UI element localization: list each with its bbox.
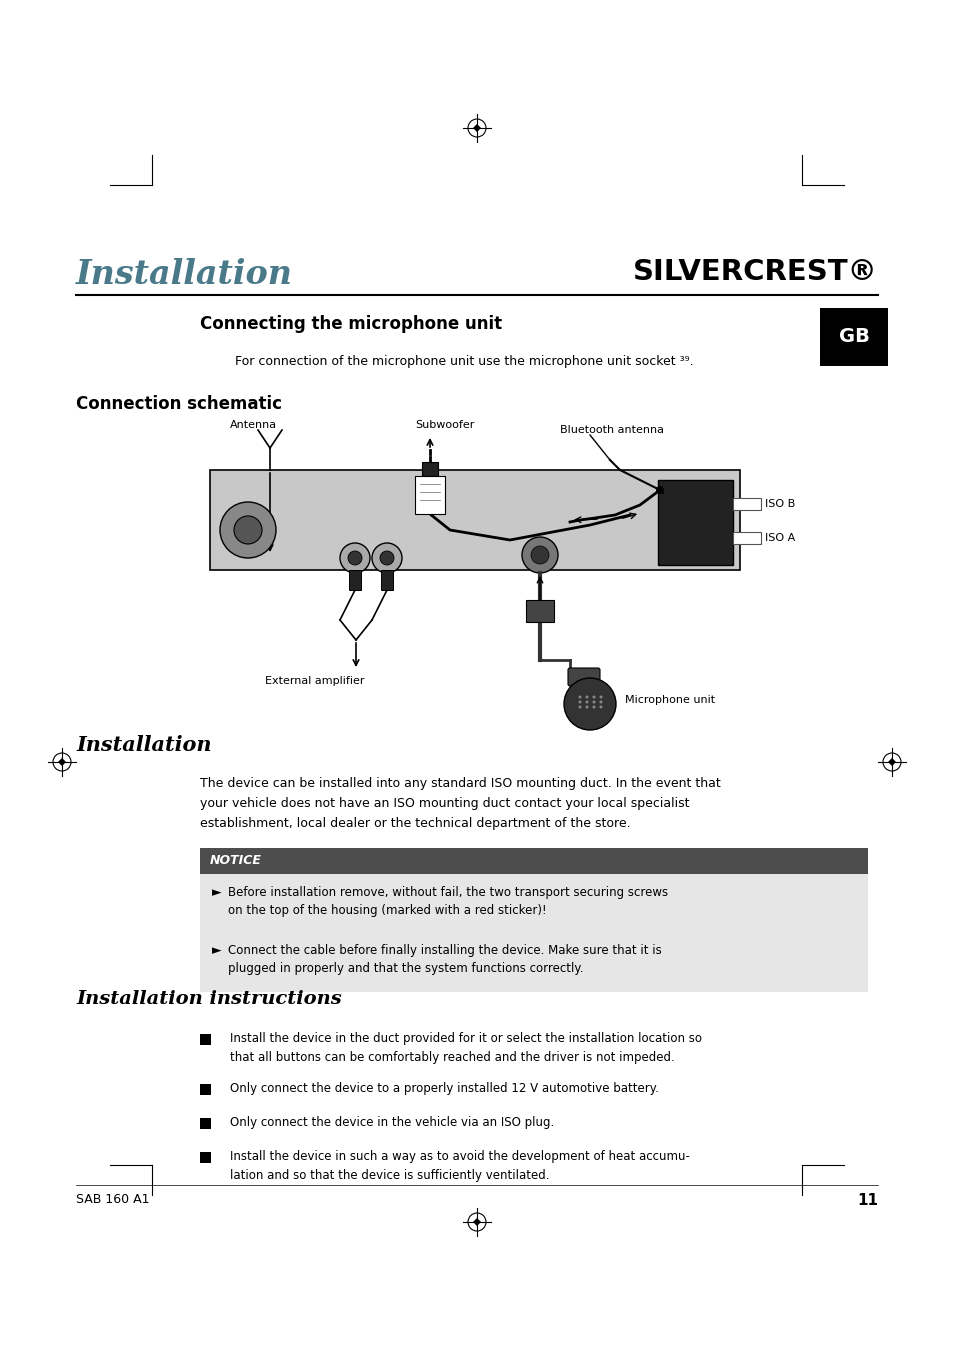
Bar	[349, 570, 360, 590]
Text: Microphone unit: Microphone unit	[624, 695, 715, 705]
Circle shape	[592, 695, 595, 698]
Text: External amplifier: External amplifier	[265, 676, 364, 686]
Text: The device can be installed into any standard ISO mounting duct. In the event th: The device can be installed into any sta…	[200, 778, 720, 830]
Circle shape	[592, 706, 595, 709]
Text: Connection schematic: Connection schematic	[76, 396, 282, 413]
Text: Installation: Installation	[76, 258, 293, 292]
Bar	[200, 1084, 211, 1095]
Text: Connect the cable before finally installing the device. Make sure that it is
plu: Connect the cable before finally install…	[228, 944, 661, 975]
Circle shape	[531, 545, 548, 564]
Text: 11: 11	[856, 1193, 877, 1208]
Text: GB: GB	[838, 328, 868, 347]
Text: Connecting the microphone unit: Connecting the microphone unit	[200, 315, 501, 333]
Text: Before installation remove, without fail, the two transport securing screws
on t: Before installation remove, without fail…	[228, 886, 667, 917]
Circle shape	[592, 701, 595, 703]
Text: Antenna: Antenna	[230, 420, 276, 431]
Text: ISO B: ISO B	[764, 500, 795, 509]
Text: Install the device in such a way as to avoid the development of heat accumu-
lat: Install the device in such a way as to a…	[230, 1150, 689, 1181]
Circle shape	[348, 551, 361, 566]
Circle shape	[578, 701, 581, 703]
Text: Install the device in the duct provided for it or select the installation locati: Install the device in the duct provided …	[230, 1031, 701, 1064]
Polygon shape	[473, 124, 480, 132]
Bar	[200, 1152, 211, 1162]
Text: NOTICE: NOTICE	[210, 855, 262, 868]
Circle shape	[598, 706, 602, 709]
Circle shape	[372, 543, 401, 572]
Text: Installation instructions: Installation instructions	[76, 990, 341, 1008]
Circle shape	[585, 695, 588, 698]
Polygon shape	[887, 757, 895, 765]
Circle shape	[220, 502, 275, 558]
FancyBboxPatch shape	[567, 668, 599, 686]
Text: Only connect the device in the vehicle via an ISO plug.: Only connect the device in the vehicle v…	[230, 1116, 554, 1129]
Bar	[421, 462, 437, 477]
Text: Only connect the device to a properly installed 12 V automotive battery.: Only connect the device to a properly in…	[230, 1081, 659, 1095]
Text: ►: ►	[212, 944, 221, 957]
Bar	[820, 308, 887, 366]
Circle shape	[233, 516, 262, 544]
Text: SILVERCREST®: SILVERCREST®	[633, 258, 877, 286]
Bar	[210, 470, 740, 570]
Circle shape	[521, 537, 558, 572]
Bar	[732, 498, 760, 510]
Circle shape	[379, 551, 394, 566]
Bar	[415, 477, 444, 514]
Circle shape	[578, 706, 581, 709]
Text: Subwoofer: Subwoofer	[415, 420, 474, 431]
Bar	[200, 848, 867, 873]
Circle shape	[563, 678, 616, 730]
Circle shape	[585, 701, 588, 703]
Text: ►: ►	[212, 886, 221, 899]
Bar	[200, 1034, 211, 1045]
Bar	[732, 532, 760, 544]
Polygon shape	[473, 1218, 480, 1226]
Text: Bluetooth antenna: Bluetooth antenna	[559, 425, 663, 435]
Circle shape	[578, 695, 581, 698]
Polygon shape	[58, 757, 66, 765]
Text: ISO A: ISO A	[764, 533, 795, 543]
Bar	[658, 481, 732, 566]
Circle shape	[585, 706, 588, 709]
Bar	[525, 599, 554, 622]
Text: Installation: Installation	[76, 734, 212, 755]
Text: SAB 160 A1: SAB 160 A1	[76, 1193, 150, 1206]
Text: For connection of the microphone unit use the microphone unit socket ³⁹.: For connection of the microphone unit us…	[234, 355, 693, 369]
Circle shape	[598, 695, 602, 698]
Bar	[200, 1118, 211, 1129]
Bar	[200, 873, 867, 992]
Circle shape	[656, 486, 663, 494]
Bar	[380, 570, 393, 590]
Circle shape	[598, 701, 602, 703]
Circle shape	[339, 543, 370, 572]
